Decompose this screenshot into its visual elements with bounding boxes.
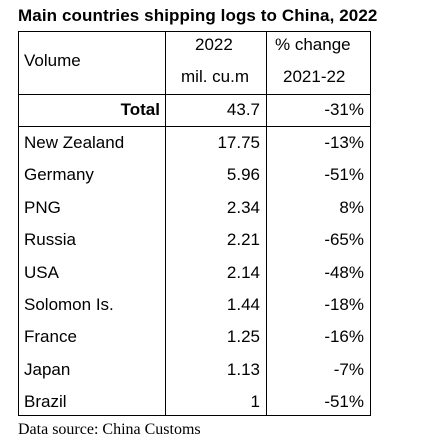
data-source: Data source: China Customs [18,421,201,438]
total-label: Total [120,100,160,119]
row-country: Russia [24,230,76,249]
row-volume: 17.75 [217,133,260,152]
row-country: New Zealand [24,133,125,152]
data-table: Volume 2022 mil. cu.m % change 2021-22 T… [18,31,371,416]
row-country: Brazil [24,392,67,411]
row-volume: 2.34 [226,198,260,217]
row-country: USA [24,263,59,282]
row-country: France [24,327,77,346]
row-volume: 1.25 [226,327,260,346]
row-change: -13% [324,133,364,152]
total-divider [19,126,370,127]
row-change: -51% [324,165,364,184]
row-volume: 2.21 [226,230,260,249]
row-change: -16% [324,327,364,346]
header-volume: Volume [24,51,81,70]
row-volume: 1 [250,392,260,411]
row-change: -51% [324,392,364,411]
table-title: Main countries shipping logs to China, 2… [18,6,378,25]
total-change: -31% [324,100,364,119]
row-volume: 5.96 [226,165,260,184]
row-change: -18% [324,295,364,314]
row-country: Japan [24,360,71,379]
column-divider [266,32,267,415]
row-country: PNG [24,198,61,217]
row-country: Germany [24,165,94,184]
header-change: % change [275,35,351,54]
row-country: Solomon Is. [24,295,114,314]
header-year: 2022 [195,35,233,54]
header-period: 2021-22 [283,67,346,86]
header-divider [19,94,370,95]
header-unit: mil. cu.m [181,67,249,86]
column-divider [165,32,166,415]
row-volume: 1.44 [226,295,260,314]
row-change: -65% [324,230,364,249]
row-change: -7% [333,360,364,379]
row-volume: 1.13 [226,360,260,379]
row-change: -48% [324,263,364,282]
total-volume: 43.7 [226,100,260,119]
row-volume: 2.14 [226,263,260,282]
row-change: 8% [339,198,364,217]
